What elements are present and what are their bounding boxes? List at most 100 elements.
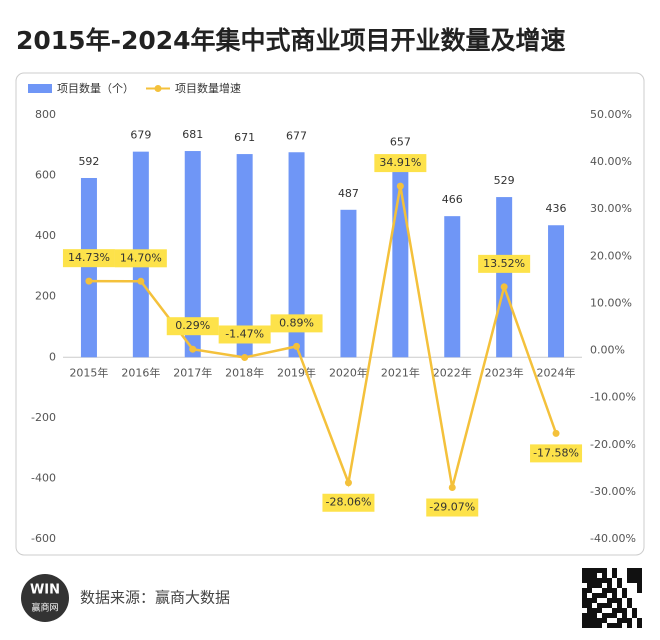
qr-cell bbox=[612, 573, 617, 578]
y-tick-label: 0 bbox=[49, 350, 56, 363]
line-point bbox=[552, 429, 560, 437]
qr-cell bbox=[607, 603, 612, 608]
qr-cell bbox=[617, 618, 622, 623]
value-label-box bbox=[530, 444, 583, 463]
bar bbox=[496, 197, 513, 358]
x-tick-label: 2018年 bbox=[225, 365, 264, 379]
qr-cell bbox=[607, 598, 612, 603]
y2-tick-label: 20.00% bbox=[590, 249, 632, 262]
qr-cell bbox=[587, 618, 592, 623]
y2-tick-label: 30.00% bbox=[590, 202, 632, 215]
y2-tick-label: -40.00% bbox=[590, 532, 636, 545]
qr-cell bbox=[592, 613, 597, 618]
x-tick-label: 2021年 bbox=[381, 365, 420, 379]
qr-cell bbox=[612, 613, 617, 618]
value-label: 13.52% bbox=[483, 257, 525, 270]
qr-cell bbox=[622, 613, 627, 618]
qr-cell bbox=[632, 613, 637, 618]
bar bbox=[340, 209, 357, 358]
qr-cell bbox=[617, 583, 622, 588]
qr-cell bbox=[587, 588, 592, 593]
source: 数据来源：赢商大数据 bbox=[80, 589, 230, 607]
qr-cell bbox=[592, 623, 597, 628]
qr-cell bbox=[582, 573, 587, 578]
qr-cell bbox=[592, 608, 597, 613]
bar-label: 487 bbox=[338, 187, 359, 200]
qr-cell bbox=[622, 618, 627, 623]
qr-cell bbox=[607, 623, 612, 628]
bar bbox=[80, 177, 97, 358]
qr-cell bbox=[587, 573, 592, 578]
qr-cell bbox=[622, 593, 627, 598]
qr-cell bbox=[597, 593, 602, 598]
footer: WIN 赢商网 数据来源：赢商大数据 bbox=[21, 568, 642, 628]
qr-cell bbox=[612, 593, 617, 598]
qr-cell bbox=[597, 568, 602, 573]
qr-cell bbox=[592, 568, 597, 573]
line-point bbox=[241, 353, 249, 361]
bar-label: 671 bbox=[234, 131, 255, 144]
qr-cell bbox=[597, 583, 602, 588]
qr-cell bbox=[602, 578, 607, 583]
qr-cell bbox=[627, 618, 632, 623]
qr-cell bbox=[617, 598, 622, 603]
y2-tick-label: 10.00% bbox=[590, 296, 632, 309]
x-tick-label: 2022年 bbox=[433, 365, 472, 379]
qr-cell bbox=[622, 588, 627, 593]
bar bbox=[288, 152, 305, 358]
qr-cell bbox=[592, 573, 597, 578]
qr-cell bbox=[627, 603, 632, 608]
qr-cell bbox=[582, 593, 587, 598]
qr-cell bbox=[597, 608, 602, 613]
qr-cell bbox=[612, 588, 617, 593]
qr-cell bbox=[587, 568, 592, 573]
bar bbox=[236, 154, 253, 358]
bar bbox=[184, 151, 201, 358]
bar-label: 677 bbox=[286, 129, 307, 142]
qr-cell bbox=[612, 568, 617, 573]
y2-tick-label: -20.00% bbox=[590, 438, 636, 451]
qr-cell bbox=[592, 598, 597, 603]
qr-cell bbox=[637, 573, 642, 578]
qr-cell bbox=[587, 613, 592, 618]
qr-cell bbox=[602, 613, 607, 618]
chart-title: 2015年-2024年集中式商业项目开业数量及增速 bbox=[16, 26, 566, 55]
qr-cell bbox=[617, 578, 622, 583]
legend-swatch bbox=[28, 84, 52, 93]
qr-cell bbox=[582, 603, 587, 608]
qr-cell bbox=[632, 568, 637, 573]
legend-label: 项目数量增速 bbox=[175, 81, 241, 95]
y-tick-label: -400 bbox=[31, 471, 56, 484]
qr-cell bbox=[627, 623, 632, 628]
qr-cell bbox=[637, 618, 642, 623]
line-point bbox=[85, 277, 93, 285]
bar-label: 436 bbox=[546, 202, 567, 215]
value-label-box bbox=[62, 249, 115, 268]
qr-cell bbox=[617, 603, 622, 608]
value-label-box bbox=[166, 317, 219, 336]
qr-cell bbox=[627, 568, 632, 573]
qr-cell bbox=[597, 623, 602, 628]
qr-cell bbox=[592, 593, 597, 598]
qr-cell bbox=[597, 618, 602, 623]
value-label: 0.29% bbox=[175, 319, 210, 332]
value-label-box bbox=[426, 498, 479, 517]
qr-cell bbox=[622, 608, 627, 613]
qr-cell bbox=[582, 578, 587, 583]
y2-tick-label: -10.00% bbox=[590, 391, 636, 404]
qr-cell bbox=[587, 578, 592, 583]
qr-cell bbox=[632, 578, 637, 583]
value-label-box bbox=[114, 249, 167, 268]
value-label: 34.91% bbox=[379, 156, 421, 169]
value-label-box bbox=[478, 254, 531, 273]
x-tick-label: 2024年 bbox=[537, 365, 576, 379]
qr-cell bbox=[612, 598, 617, 603]
line-point bbox=[448, 484, 456, 492]
chart-frame bbox=[15, 72, 645, 556]
y2-tick-label: -30.00% bbox=[590, 485, 636, 498]
qr-cell bbox=[607, 583, 612, 588]
y2-tick-label: 40.00% bbox=[590, 155, 632, 168]
x-tick-label: 2017年 bbox=[173, 365, 212, 379]
line-point bbox=[344, 479, 352, 487]
